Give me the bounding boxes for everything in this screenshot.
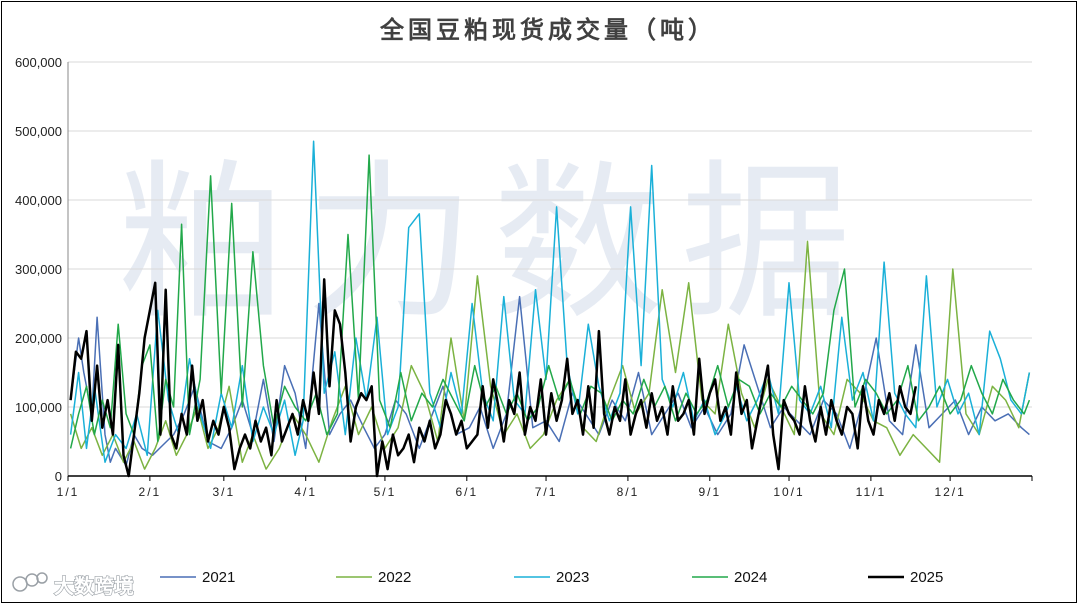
series-line-2025: [69, 278, 918, 478]
series-lines: [69, 140, 1031, 478]
x-tick-label: 4/1: [294, 485, 317, 499]
y-tick-label: 400,000: [15, 193, 62, 208]
x-tick-label: 10/1: [773, 485, 804, 499]
y-tick-label: 300,000: [15, 262, 62, 277]
series-line-2023: [69, 140, 1031, 463]
y-tick-label: 500,000: [15, 124, 62, 139]
legend-label: 2022: [378, 569, 411, 586]
x-tick-label: 3/1: [212, 485, 235, 499]
legend-label: 2025: [910, 569, 943, 586]
x-tick-label: 7/1: [535, 485, 558, 499]
y-tick-label: 100,000: [15, 400, 62, 415]
x-tick-label: 9/1: [698, 485, 721, 499]
y-tick-label: 600,000: [15, 55, 62, 70]
watermark: 粕力数据: [117, 145, 869, 343]
x-tick-label: 6/1: [455, 485, 478, 499]
x-tick-label: 2/1: [139, 485, 162, 499]
x-tick-label: 5/1: [374, 485, 397, 499]
x-tick-label: 11/1: [856, 485, 886, 499]
legend: 2021 2022 2023 2024 2025: [160, 569, 943, 586]
x-tick-label: 8/1: [617, 485, 640, 499]
logo-circle-icon: [12, 576, 28, 592]
legend-label: 2024: [734, 569, 767, 586]
legend-label: 2023: [556, 569, 589, 586]
x-tick-label: 12/1: [934, 485, 965, 499]
chart-title: 全国豆粕现货成交量（吨）: [379, 16, 716, 44]
logo-circle-icon: [25, 573, 39, 587]
y-tick-label: 0: [55, 469, 62, 484]
x-tick-label: 1/1: [57, 485, 80, 499]
y-tick-label: 200,000: [15, 331, 62, 346]
x-axis: 1/1 2/1 3/1 4/1 5/1 6/1 7/1 8/1 9/1 10/1 11/1 12/1: [57, 62, 1033, 499]
logo: 大数跨境: [12, 572, 135, 599]
logo-text: 大数跨境: [54, 574, 134, 598]
y-axis: 0 100,000 200,000 300,000 400,000 500,000 600,…: [15, 55, 62, 484]
legend-label: 2021: [202, 569, 235, 586]
logo-circle-icon: [36, 572, 48, 584]
